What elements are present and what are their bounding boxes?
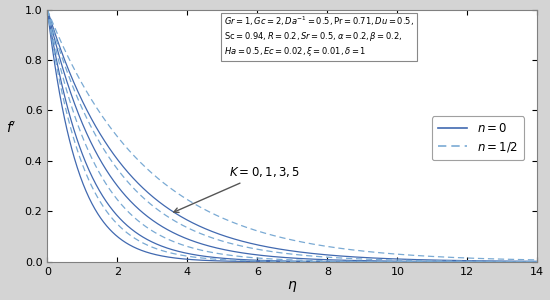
Legend: $n = 0$, $n = 1/2$: $n = 0$, $n = 1/2$ (432, 116, 524, 160)
X-axis label: $\eta$: $\eta$ (287, 279, 298, 294)
Text: $Gr = 1, Gc = 2, Da^{-1} = 0.5, \mathrm{Pr} = 0.71, Du = 0.5,$
$\mathrm{Sc} = 0.: $Gr = 1, Gc = 2, Da^{-1} = 0.5, \mathrm{… (224, 15, 414, 58)
Text: $K = 0, 1, 3, 5$: $K = 0, 1, 3, 5$ (174, 165, 300, 212)
Y-axis label: $f^{\prime}$: $f^{\prime}$ (6, 121, 16, 136)
